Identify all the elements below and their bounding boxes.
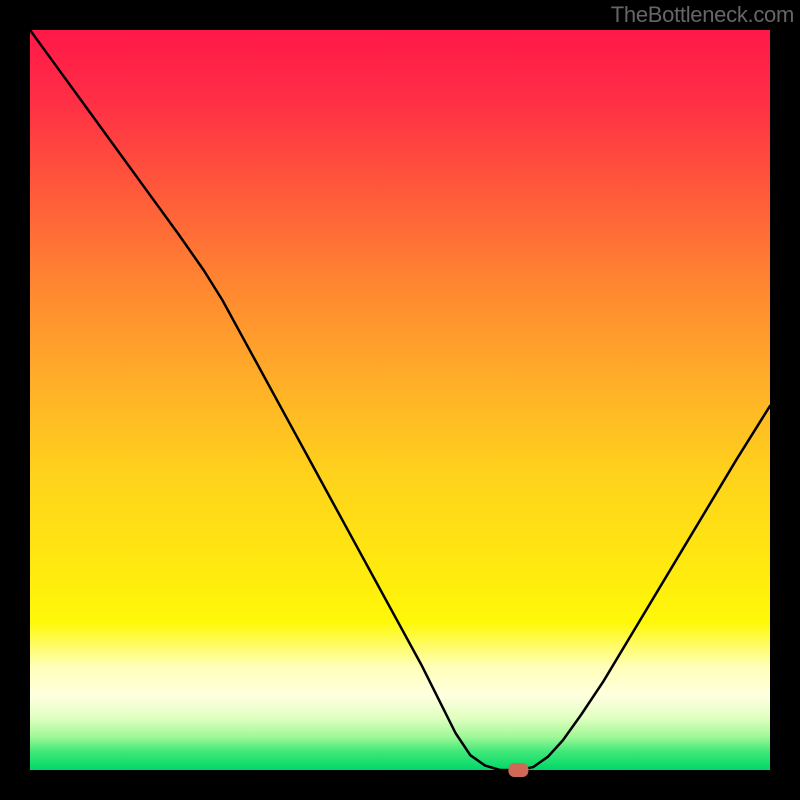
chart-container: TheBottleneck.com — [0, 0, 800, 800]
watermark-text: TheBottleneck.com — [611, 2, 794, 28]
plot-gradient-background — [30, 30, 770, 770]
optimum-marker — [508, 763, 528, 777]
bottleneck-chart — [0, 0, 800, 800]
